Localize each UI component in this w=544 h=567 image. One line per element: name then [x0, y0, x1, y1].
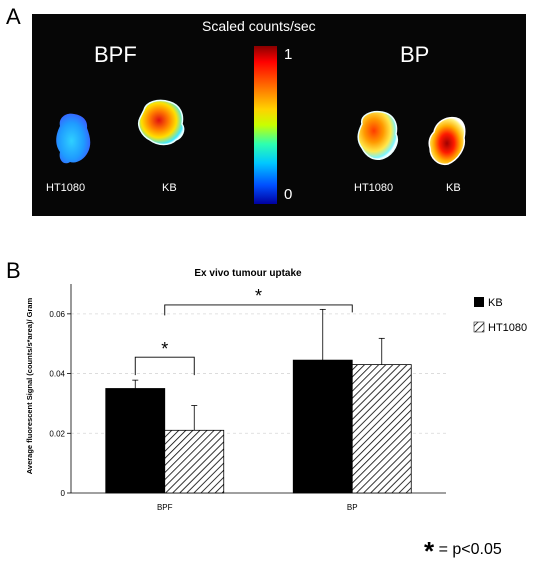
- y-tick-label: 0.02: [49, 429, 65, 438]
- significance-note: * = p<0.05: [424, 536, 502, 567]
- bar-bp-kb: [292, 359, 353, 494]
- significance-annotations: **: [134, 286, 353, 376]
- tumour-kb-bp: [428, 116, 466, 166]
- sample-label-ht1080-bp: HT1080: [354, 182, 394, 194]
- bar-bpf-ht1080: [164, 429, 225, 494]
- legend-swatch-ht1080: [473, 321, 485, 333]
- sample-label-ht1080-bpf: HT1080: [46, 182, 86, 194]
- x-tick-labels: BPF BP: [157, 503, 358, 512]
- tumour-images: [56, 99, 466, 166]
- bar-bp-ht1080: [351, 364, 412, 494]
- y-axis-label: Average fluorescent Signal (counts/s*are…: [25, 297, 34, 474]
- y-tick-label: 0.04: [49, 370, 65, 379]
- legend: KB HT1080: [473, 297, 527, 334]
- bracket-bpf-kb-vs-ht1080: [134, 356, 195, 376]
- panel-b-letter: B: [6, 258, 21, 283]
- tumour-kb-bpf: [138, 99, 185, 146]
- color-scale-max: 1: [284, 46, 293, 63]
- chart-title: Ex vivo tumour uptake: [194, 268, 302, 279]
- y-tick-label: 0.06: [49, 310, 65, 319]
- color-scale-min: 0: [284, 186, 293, 203]
- legend-label-kb: KB: [488, 297, 503, 309]
- bars: [105, 359, 412, 494]
- x-tick-label-bp: BP: [347, 503, 358, 512]
- significance-star: *: [424, 536, 435, 566]
- y-tick-label: 0: [61, 489, 66, 498]
- panel-a-letter: A: [6, 4, 21, 29]
- sample-label-kb-bp: KB: [446, 182, 461, 194]
- error-bars: [132, 308, 385, 431]
- significance-star-bpf: *: [161, 339, 168, 359]
- color-scale-bar: [254, 46, 277, 204]
- significance-star-bpf-bp: *: [255, 286, 262, 306]
- bpf-group-label: BPF: [94, 42, 137, 67]
- bp-group-label: BP: [400, 42, 430, 67]
- bar-chart: Ex vivo tumour uptake Average fluorescen…: [25, 268, 527, 512]
- color-scale-title: Scaled counts/sec: [202, 18, 316, 34]
- legend-label-ht1080: HT1080: [488, 322, 527, 334]
- tumour-ht1080-bp: [357, 110, 398, 160]
- legend-swatch-kb: [474, 297, 484, 307]
- y-tick-labels: 0 0.02 0.04 0.06: [49, 310, 65, 498]
- fluorescence-imaging-panel: BPF BP Scaled counts/sec 1 0 HT1080 KB H…: [32, 14, 526, 216]
- tumour-ht1080-bpf: [56, 113, 91, 164]
- significance-text: = p<0.05: [438, 541, 502, 558]
- bracket-bpf-vs-bp: [164, 304, 353, 316]
- sample-label-kb-bpf: KB: [162, 182, 177, 194]
- x-tick-label-bpf: BPF: [157, 503, 173, 512]
- bar-bpf-kb: [105, 388, 166, 494]
